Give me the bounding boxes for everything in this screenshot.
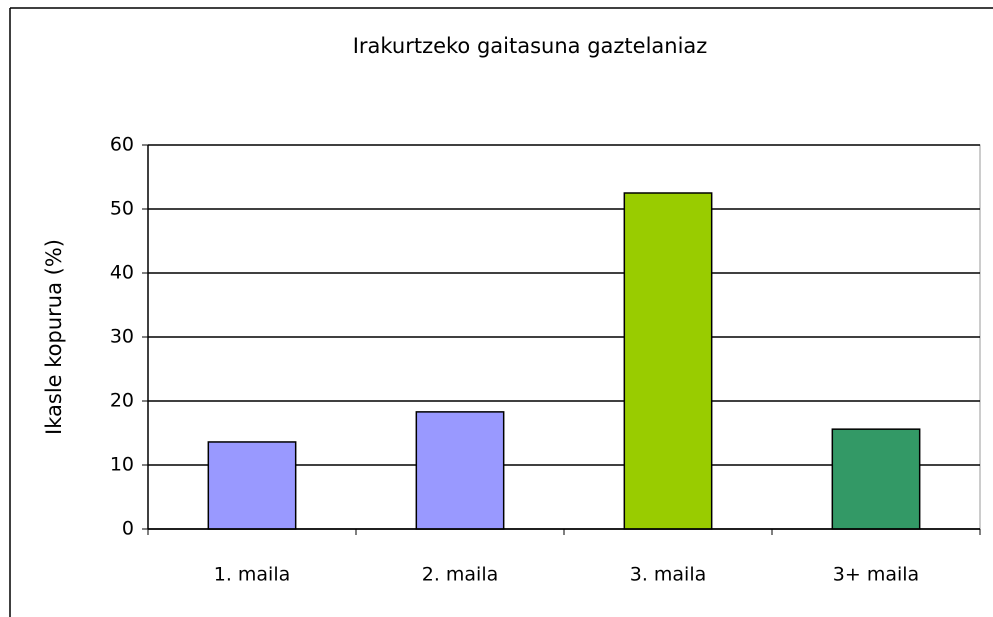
- bar: [623, 192, 713, 530]
- x-tick-label: 3+ maila: [833, 564, 919, 586]
- y-tick-label: 20: [110, 390, 134, 412]
- chart-title: Irakurtzeko gaitasuna gaztelaniaz: [353, 34, 708, 58]
- y-tick-label: 0: [122, 518, 134, 540]
- y-tick-label: 30: [110, 326, 134, 348]
- y-tick-label: 10: [110, 454, 134, 476]
- y-tick-label: 50: [110, 198, 134, 220]
- bar: [415, 411, 505, 530]
- y-tick-label: 40: [110, 262, 134, 284]
- bar: [207, 441, 297, 530]
- y-axis-label: Ikasle kopurua (%): [42, 239, 66, 435]
- x-tick-label: 2. maila: [422, 564, 499, 586]
- x-tick-label: 3. maila: [630, 564, 707, 586]
- y-tick-label: 60: [110, 134, 134, 156]
- bar: [831, 428, 921, 530]
- x-tick-label: 1. maila: [214, 564, 291, 586]
